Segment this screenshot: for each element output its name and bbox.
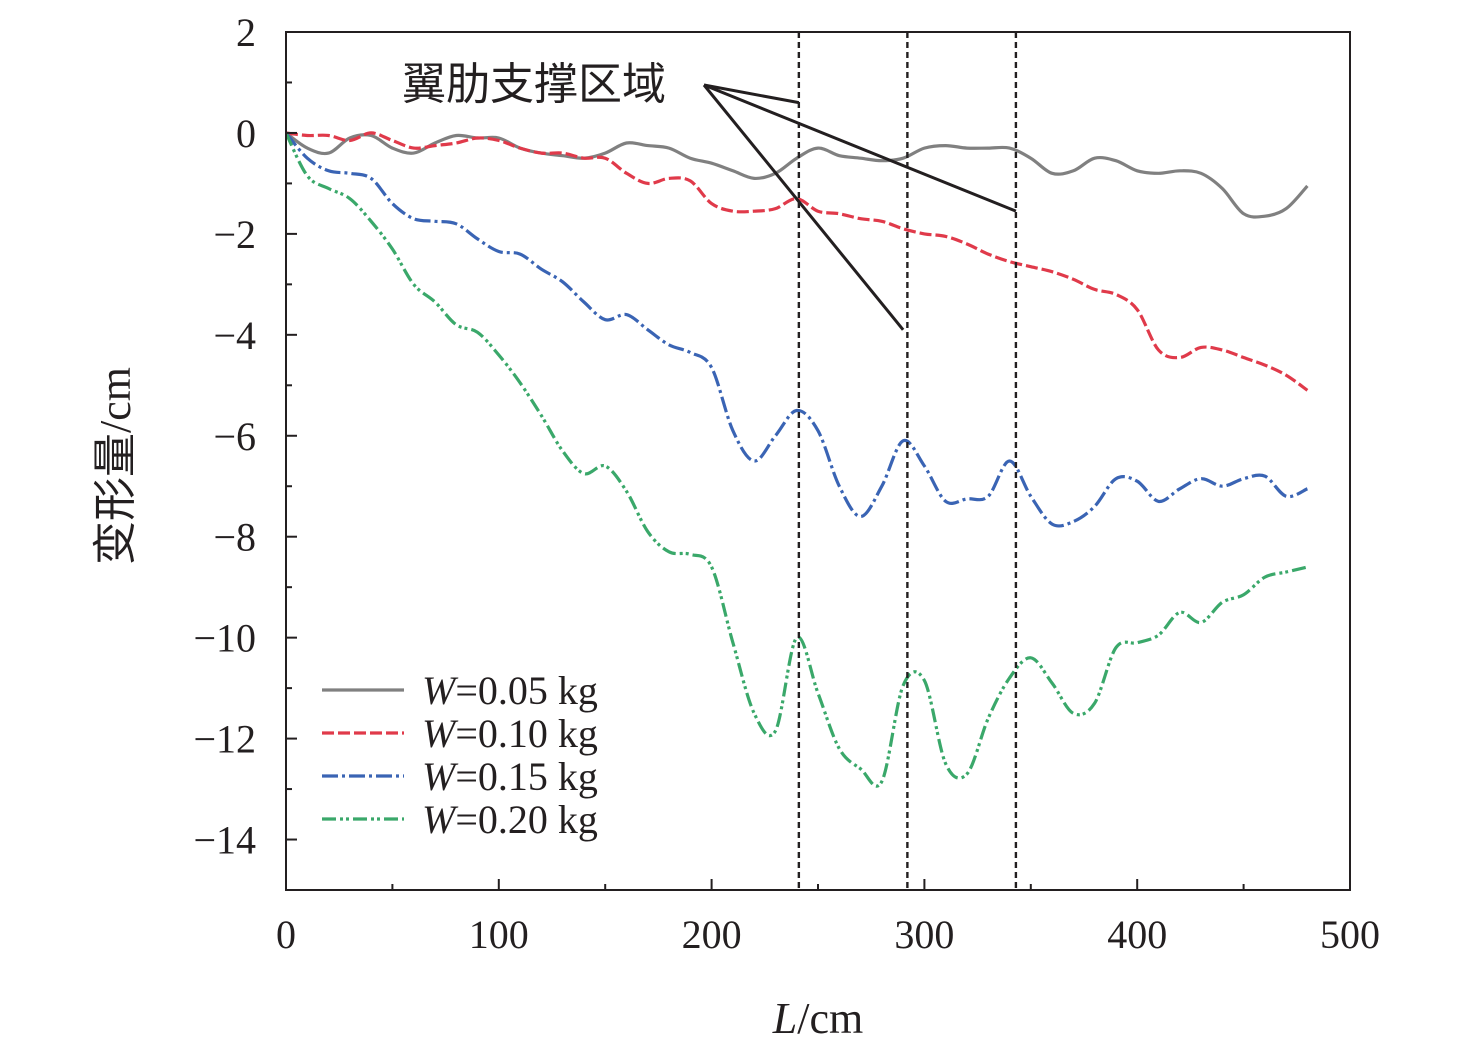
y-tick-label-6: −10 bbox=[193, 616, 256, 661]
y-tick-label-7: −12 bbox=[193, 717, 256, 762]
y-tick-label-2: −2 bbox=[213, 212, 256, 257]
legend-label-1: W=0.05 kg bbox=[422, 668, 598, 713]
x-tick-label-4: 400 bbox=[1107, 912, 1167, 957]
x-tick-label-3: 300 bbox=[894, 912, 954, 957]
y-tick-label-8: −14 bbox=[193, 818, 256, 863]
x-tick-label-1: 100 bbox=[469, 912, 529, 957]
annotation-pointer-1 bbox=[703, 83, 800, 105]
series-line-3 bbox=[286, 131, 1309, 528]
legend-label-4: W=0.20 kg bbox=[422, 797, 598, 842]
annotation-pointer-3 bbox=[702, 84, 905, 331]
y-tick-label-1: 0 bbox=[236, 111, 256, 156]
y-tick-label-5: −8 bbox=[213, 515, 256, 560]
series-layer bbox=[286, 131, 1309, 788]
annotation-pointer-2 bbox=[703, 83, 1017, 213]
legend-label-2: W=0.10 kg bbox=[422, 711, 598, 756]
x-tick-label-5: 500 bbox=[1320, 912, 1380, 957]
x-tick-label-2: 200 bbox=[682, 912, 742, 957]
axis-ticks: 0 100 200 300 400 500 2 0 −2 −4 −6 −8 −10 −12 −14 bbox=[193, 10, 1380, 957]
y-tick-label-0: 2 bbox=[236, 10, 256, 55]
series-line-2 bbox=[286, 131, 1309, 392]
legend: W=0.05 kgW=0.10 kgW=0.15 kgW=0.20 kg bbox=[322, 668, 598, 842]
y-axis-title: 变形量/cm bbox=[91, 367, 140, 565]
y-tick-label-3: −4 bbox=[213, 313, 256, 358]
legend-label-3: W=0.15 kg bbox=[422, 754, 598, 799]
series-line-1 bbox=[286, 131, 1309, 219]
annotation: 翼肋支撑区域 bbox=[402, 60, 1017, 331]
x-axis-title: L/cm bbox=[772, 994, 863, 1043]
rib-lines bbox=[797, 32, 1018, 890]
y-tick-label-4: −6 bbox=[213, 414, 256, 459]
x-tick-label-0: 0 bbox=[276, 912, 296, 957]
annotation-text: 翼肋支撑区域 bbox=[402, 60, 666, 109]
